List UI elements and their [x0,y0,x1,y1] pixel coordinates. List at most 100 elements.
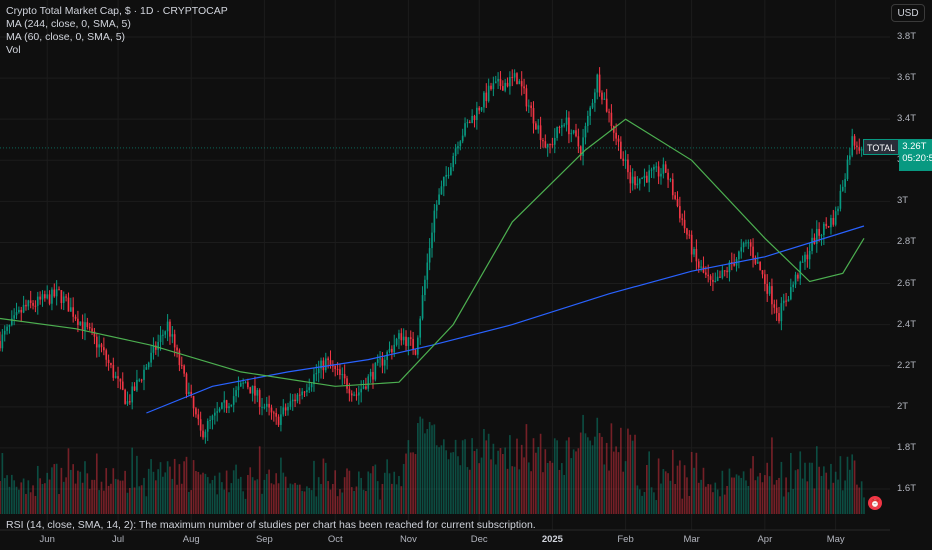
volume-bar [308,487,311,514]
volume-bar [714,482,717,514]
candle-body [3,330,6,335]
volume-bar [721,470,724,514]
volume-bar [686,477,688,514]
legend-ma60[interactable]: MA (60, close, 0, SMA, 5) [6,31,126,43]
volume-bar [107,485,110,514]
volume-bar [546,462,549,514]
candle-body [464,123,466,136]
candle-body [492,83,495,90]
candle-body [582,137,584,156]
candle-body [145,367,148,370]
candle-body [612,125,615,133]
volume-bar [556,440,558,514]
volume-bar [327,481,329,514]
volume-bars [0,414,865,514]
volume-bar [95,453,98,514]
volume-bar [452,452,455,514]
volume-bar [636,485,639,514]
candle-body [10,318,13,326]
candle-body [322,360,325,371]
currency-button[interactable]: USD [891,4,925,22]
volume-bar [778,477,780,514]
candle-body [263,406,266,408]
candle-body [81,321,84,330]
volume-bar [735,474,738,514]
candle-body [740,247,743,252]
y-tick-label: 2.6T [897,277,917,289]
volume-bar [532,438,535,514]
candle-body [185,373,188,395]
candle-body [0,341,1,349]
candle-body [27,300,30,307]
candle-body [254,385,256,396]
volume-bar [782,496,785,514]
volume-bar [563,474,566,514]
candle-body [209,419,211,421]
candle-body [461,135,464,142]
volume-bar [849,469,851,514]
candle-body [256,390,259,396]
volume-bar [728,468,731,514]
volume-bar [341,492,344,514]
volume-bar [0,480,1,514]
candle-body [558,126,561,128]
volume-bar [570,458,573,514]
candle-body [289,401,292,407]
volume-bar [707,484,710,514]
candle-body [797,274,799,279]
volume-bar [797,469,799,514]
candle-body [202,430,204,438]
volume-bar [693,467,695,514]
volume-bar [398,476,400,514]
volume-bar [166,461,169,514]
candle-body [565,117,568,125]
candle-body [726,270,728,273]
candle-body [650,169,653,171]
alert-icon[interactable]: ⏰ [868,496,882,510]
candle-body [707,274,710,277]
volume-bar [445,450,447,514]
candle-body [827,226,830,228]
candle-body [213,412,216,416]
volume-bar [379,499,381,514]
candle-body [719,276,721,278]
y-tick-label: 3.8T [897,31,917,42]
y-tick-label: 2.4T [897,318,917,330]
candle-body [780,303,783,322]
legend-ma244[interactable]: MA (244, close, 0, SMA, 5) [6,18,131,30]
volume-bar [147,468,150,514]
candle-body [369,371,372,377]
volume-bar [594,436,596,514]
legend-volume[interactable]: Vol [6,44,21,56]
volume-bar [376,481,379,514]
volume-bar [360,477,363,514]
volume-bar [171,478,174,514]
volume-bar [620,427,622,514]
candle-body [428,248,431,263]
volume-bar [478,463,481,514]
candle-body [860,148,863,151]
x-tick-label: Oct [327,534,343,545]
candle-body [473,115,476,120]
volume-bar [348,470,351,514]
candle-body [190,391,193,396]
volume-bar [103,490,105,514]
volume-bar [622,471,625,514]
candle-body [383,359,386,366]
candle-body [591,102,594,108]
volume-bar [530,471,532,514]
volume-bar [209,483,211,514]
volume-bar [185,456,188,514]
x-tick-label: Nov [399,534,417,545]
y-tick-label: 2.8T [897,236,917,248]
candle-body [199,419,202,431]
candle-body [294,399,296,402]
candle-body [110,362,112,366]
volume-bar [386,459,388,514]
candle-body [733,263,735,266]
candle-body [275,412,278,417]
candle-body [671,179,674,196]
candle-body [20,309,23,313]
volume-bar [322,458,325,514]
